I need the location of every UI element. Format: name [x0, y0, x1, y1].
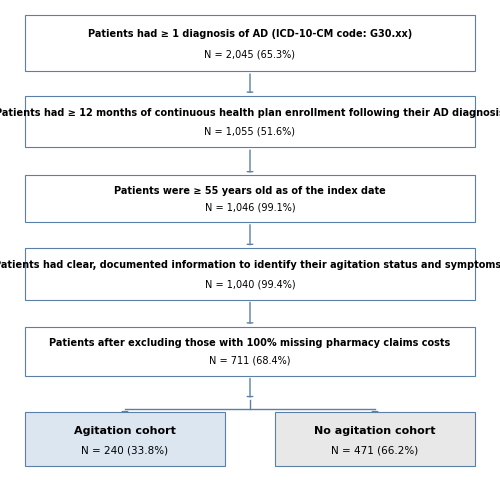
Text: Patients after excluding those with 100% missing pharmacy claims costs: Patients after excluding those with 100%… — [50, 338, 450, 348]
FancyBboxPatch shape — [25, 412, 225, 466]
Text: N = 471 (66.2%): N = 471 (66.2%) — [332, 445, 418, 455]
FancyBboxPatch shape — [25, 175, 475, 222]
FancyBboxPatch shape — [25, 327, 475, 376]
Text: Patients had ≥ 12 months of continuous health plan enrollment following their AD: Patients had ≥ 12 months of continuous h… — [0, 109, 500, 118]
Text: N = 1,040 (99.4%): N = 1,040 (99.4%) — [204, 279, 296, 289]
Text: Patients were ≥ 55 years old as of the index date: Patients were ≥ 55 years old as of the i… — [114, 186, 386, 196]
Text: Patients had ≥ 1 diagnosis of AD (ICD-10-CM code: G30.xx): Patients had ≥ 1 diagnosis of AD (ICD-10… — [88, 29, 412, 39]
Text: N = 1,046 (99.1%): N = 1,046 (99.1%) — [204, 203, 296, 213]
FancyBboxPatch shape — [25, 15, 475, 71]
FancyBboxPatch shape — [275, 412, 475, 466]
Text: N = 1,055 (51.6%): N = 1,055 (51.6%) — [204, 127, 296, 137]
FancyBboxPatch shape — [25, 96, 475, 147]
Text: Agitation cohort: Agitation cohort — [74, 426, 176, 436]
FancyBboxPatch shape — [25, 248, 475, 300]
Text: N = 240 (33.8%): N = 240 (33.8%) — [82, 445, 168, 455]
Text: Patients had clear, documented information to identify their agitation status an: Patients had clear, documented informati… — [0, 261, 500, 271]
Text: N = 2,045 (65.3%): N = 2,045 (65.3%) — [204, 49, 296, 59]
Text: No agitation cohort: No agitation cohort — [314, 426, 436, 436]
Text: N = 711 (68.4%): N = 711 (68.4%) — [209, 356, 291, 366]
